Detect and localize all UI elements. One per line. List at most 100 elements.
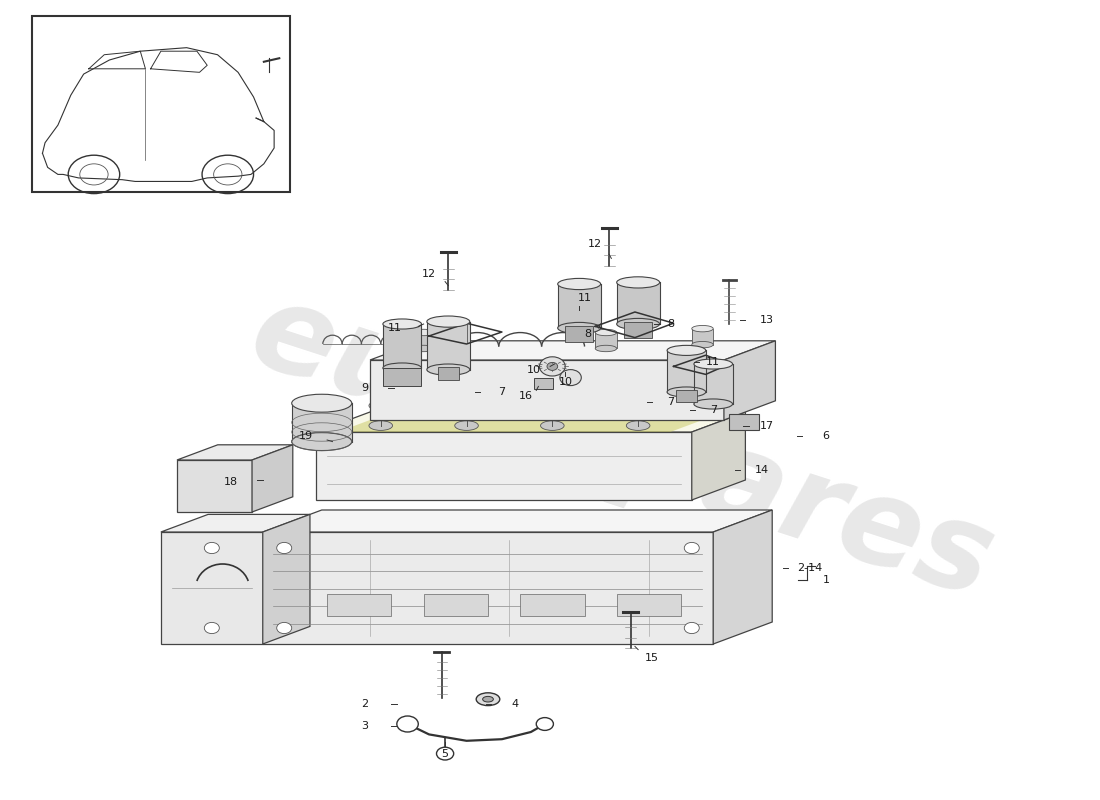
Bar xyxy=(520,594,584,616)
Text: 11: 11 xyxy=(706,357,721,366)
Text: 8: 8 xyxy=(667,319,674,329)
Text: 2-14: 2-14 xyxy=(798,563,823,573)
Polygon shape xyxy=(263,514,310,644)
Text: 1: 1 xyxy=(823,575,829,585)
Text: 2: 2 xyxy=(361,699,368,709)
Text: 7: 7 xyxy=(710,405,717,414)
Ellipse shape xyxy=(558,322,601,334)
Polygon shape xyxy=(177,445,293,460)
Bar xyxy=(624,322,652,338)
Circle shape xyxy=(437,747,453,760)
Polygon shape xyxy=(263,532,713,644)
Text: 11: 11 xyxy=(387,323,402,333)
Polygon shape xyxy=(317,412,746,432)
Ellipse shape xyxy=(476,693,499,706)
Text: 4: 4 xyxy=(512,699,518,709)
Bar xyxy=(692,329,713,345)
Ellipse shape xyxy=(412,330,434,336)
Circle shape xyxy=(684,622,700,634)
Bar xyxy=(667,350,706,392)
Bar xyxy=(427,322,470,370)
Ellipse shape xyxy=(454,401,478,410)
Ellipse shape xyxy=(667,387,706,397)
Bar xyxy=(327,594,392,616)
Circle shape xyxy=(684,542,700,554)
Ellipse shape xyxy=(383,363,421,373)
Text: 9: 9 xyxy=(361,383,368,393)
Bar xyxy=(617,594,681,616)
Text: 10: 10 xyxy=(527,365,541,374)
Ellipse shape xyxy=(383,319,421,329)
Ellipse shape xyxy=(540,421,564,430)
Polygon shape xyxy=(177,460,252,512)
Text: 14: 14 xyxy=(755,466,769,475)
Ellipse shape xyxy=(595,330,617,336)
Ellipse shape xyxy=(540,401,564,410)
Text: 8: 8 xyxy=(584,330,592,339)
Polygon shape xyxy=(252,445,293,512)
Text: 7: 7 xyxy=(498,387,506,397)
Bar xyxy=(412,333,434,349)
Text: 11: 11 xyxy=(578,293,592,302)
Bar xyxy=(675,390,697,402)
Ellipse shape xyxy=(694,399,733,409)
Text: 19: 19 xyxy=(298,431,312,441)
Ellipse shape xyxy=(483,696,494,702)
Text: 6: 6 xyxy=(823,431,829,441)
Bar xyxy=(595,333,617,349)
Ellipse shape xyxy=(626,401,650,410)
Bar xyxy=(694,364,733,404)
Polygon shape xyxy=(370,341,776,360)
Text: 16: 16 xyxy=(518,391,532,401)
Text: 10: 10 xyxy=(559,378,573,387)
Circle shape xyxy=(205,622,219,634)
Text: 5: 5 xyxy=(441,749,449,758)
Bar xyxy=(32,16,289,192)
Circle shape xyxy=(277,622,292,634)
Ellipse shape xyxy=(292,394,352,412)
Bar xyxy=(438,367,459,380)
Polygon shape xyxy=(713,510,772,644)
Circle shape xyxy=(560,370,581,386)
Circle shape xyxy=(547,362,558,370)
Circle shape xyxy=(277,542,292,554)
Text: 18: 18 xyxy=(223,477,238,486)
Text: 13: 13 xyxy=(760,315,773,325)
Text: 7: 7 xyxy=(667,397,674,406)
Bar xyxy=(383,368,421,386)
Bar xyxy=(729,414,759,430)
Text: 12: 12 xyxy=(588,239,603,249)
Ellipse shape xyxy=(617,318,660,330)
Ellipse shape xyxy=(692,342,713,348)
Ellipse shape xyxy=(368,401,393,410)
Ellipse shape xyxy=(667,346,706,355)
Ellipse shape xyxy=(626,421,650,430)
Polygon shape xyxy=(263,510,772,532)
Bar xyxy=(383,324,421,368)
Circle shape xyxy=(205,542,219,554)
Text: a passion for parts since 1985: a passion for parts since 1985 xyxy=(330,514,657,638)
Polygon shape xyxy=(161,532,263,644)
Ellipse shape xyxy=(617,277,660,288)
Ellipse shape xyxy=(558,278,601,290)
Ellipse shape xyxy=(692,326,713,332)
Ellipse shape xyxy=(368,421,393,430)
Polygon shape xyxy=(724,341,776,420)
Ellipse shape xyxy=(412,346,434,352)
Ellipse shape xyxy=(427,316,470,327)
Polygon shape xyxy=(692,412,746,500)
Text: eurospares: eurospares xyxy=(236,273,1008,623)
Text: 15: 15 xyxy=(645,653,659,662)
Polygon shape xyxy=(161,514,310,532)
Bar xyxy=(565,326,593,342)
Polygon shape xyxy=(338,414,718,432)
Circle shape xyxy=(397,716,418,732)
Ellipse shape xyxy=(694,359,733,369)
Text: 12: 12 xyxy=(422,269,436,278)
Polygon shape xyxy=(317,432,692,500)
Ellipse shape xyxy=(454,421,478,430)
Bar xyxy=(617,282,660,324)
Ellipse shape xyxy=(427,364,470,375)
Circle shape xyxy=(537,718,553,730)
Text: 3: 3 xyxy=(361,722,368,731)
